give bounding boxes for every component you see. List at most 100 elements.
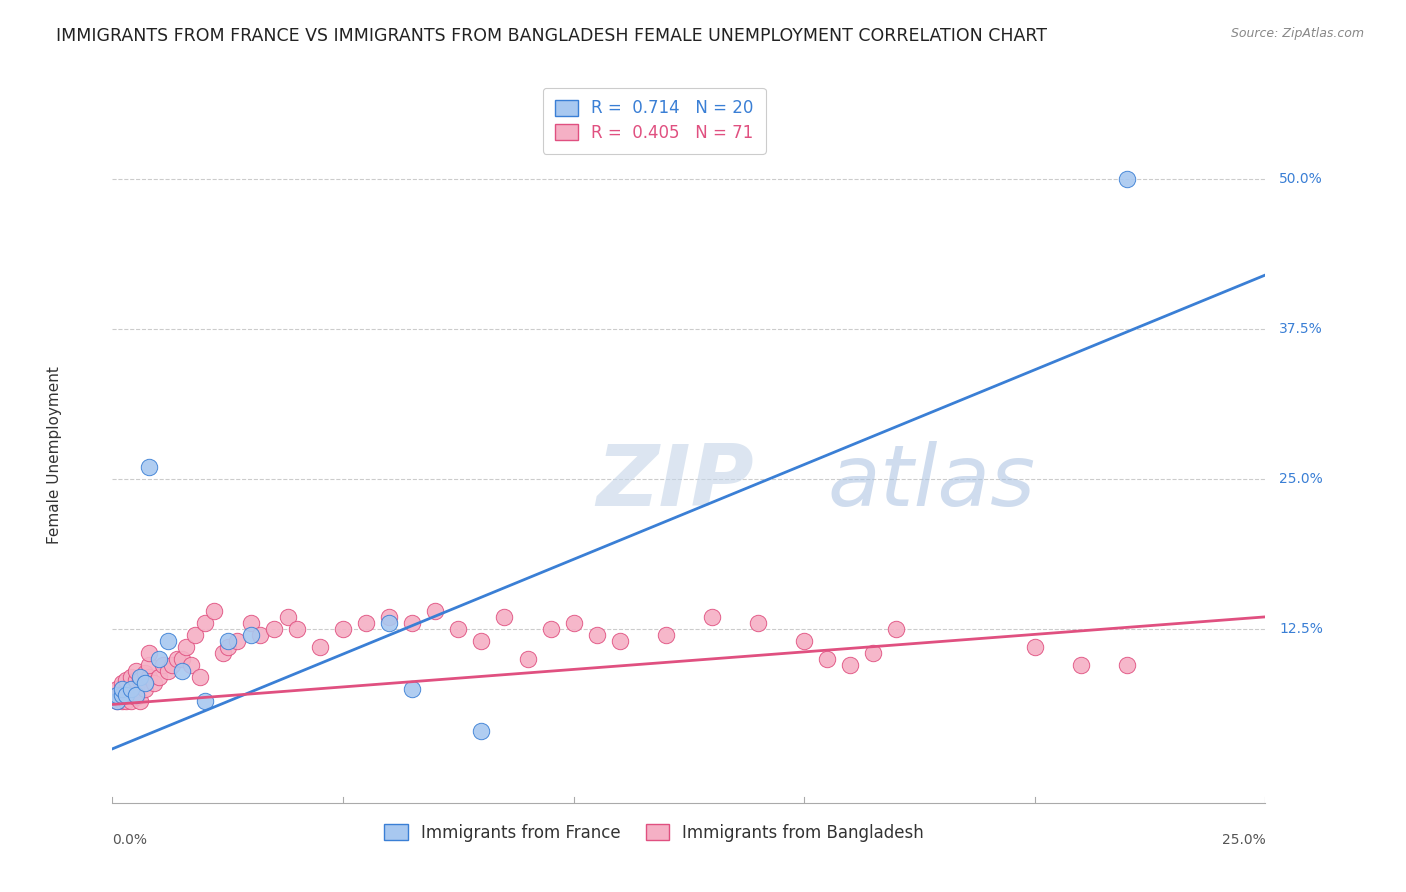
- Point: [585, 628, 607, 642]
- Point: [124, 673, 146, 688]
- Point: [609, 633, 631, 648]
- Point: [105, 690, 128, 705]
- Point: [401, 681, 423, 696]
- Point: [156, 664, 179, 678]
- Point: [1116, 657, 1139, 672]
- Point: [105, 681, 128, 696]
- Point: [180, 657, 202, 672]
- Point: [815, 652, 838, 666]
- Point: [148, 670, 170, 684]
- Point: [378, 615, 401, 630]
- Point: [188, 670, 211, 684]
- Point: [747, 615, 769, 630]
- Point: [115, 688, 138, 702]
- Point: [111, 681, 134, 696]
- Point: [105, 694, 128, 708]
- Point: [120, 688, 142, 702]
- Point: [124, 681, 146, 696]
- Point: [212, 646, 235, 660]
- Text: 0.0%: 0.0%: [112, 833, 148, 847]
- Point: [138, 646, 160, 660]
- Text: Source: ZipAtlas.com: Source: ZipAtlas.com: [1230, 27, 1364, 40]
- Point: [1116, 172, 1139, 186]
- Point: [401, 615, 423, 630]
- Text: Female Unemployment: Female Unemployment: [48, 366, 62, 544]
- Point: [174, 640, 197, 654]
- Point: [134, 666, 156, 681]
- Point: [134, 681, 156, 696]
- Point: [124, 664, 146, 678]
- Point: [239, 628, 262, 642]
- Point: [156, 633, 179, 648]
- Point: [540, 622, 562, 636]
- Point: [1024, 640, 1046, 654]
- Point: [655, 628, 678, 642]
- Point: [862, 646, 884, 660]
- Point: [886, 622, 908, 636]
- Point: [562, 615, 585, 630]
- Point: [115, 673, 138, 688]
- Text: IMMIGRANTS FROM FRANCE VS IMMIGRANTS FROM BANGLADESH FEMALE UNEMPLOYMENT CORRELA: IMMIGRANTS FROM FRANCE VS IMMIGRANTS FRO…: [56, 27, 1047, 45]
- Point: [239, 615, 262, 630]
- Point: [170, 664, 193, 678]
- Point: [134, 676, 156, 690]
- Point: [277, 610, 299, 624]
- Point: [184, 628, 207, 642]
- Point: [105, 688, 128, 702]
- Point: [138, 459, 160, 474]
- Point: [217, 633, 239, 648]
- Point: [425, 604, 447, 618]
- Point: [129, 673, 152, 688]
- Point: [111, 681, 134, 696]
- Point: [129, 694, 152, 708]
- Point: [700, 610, 723, 624]
- Text: 50.0%: 50.0%: [1279, 172, 1323, 186]
- Point: [285, 622, 308, 636]
- Point: [124, 690, 146, 705]
- Legend: Immigrants from France, Immigrants from Bangladesh: Immigrants from France, Immigrants from …: [377, 815, 932, 850]
- Point: [120, 694, 142, 708]
- Point: [194, 694, 217, 708]
- Point: [120, 670, 142, 684]
- Point: [111, 688, 134, 702]
- Point: [115, 681, 138, 696]
- Point: [516, 652, 538, 666]
- Point: [1070, 657, 1092, 672]
- Point: [124, 688, 146, 702]
- Point: [354, 615, 377, 630]
- Point: [470, 633, 492, 648]
- Point: [494, 610, 516, 624]
- Text: 25.0%: 25.0%: [1222, 833, 1265, 847]
- Point: [111, 676, 134, 690]
- Point: [249, 628, 271, 642]
- Point: [263, 622, 285, 636]
- Point: [332, 622, 354, 636]
- Point: [162, 657, 184, 672]
- Point: [111, 688, 134, 702]
- Point: [143, 676, 166, 690]
- Point: [166, 652, 188, 666]
- Point: [148, 652, 170, 666]
- Point: [170, 652, 193, 666]
- Point: [152, 657, 174, 672]
- Text: 12.5%: 12.5%: [1279, 622, 1323, 636]
- Point: [120, 681, 142, 696]
- Point: [111, 694, 134, 708]
- Point: [138, 657, 160, 672]
- Text: atlas: atlas: [827, 442, 1035, 524]
- Point: [309, 640, 332, 654]
- Point: [226, 633, 249, 648]
- Point: [447, 622, 470, 636]
- Point: [105, 694, 128, 708]
- Point: [470, 723, 492, 738]
- Point: [129, 670, 152, 684]
- Point: [793, 633, 815, 648]
- Text: 25.0%: 25.0%: [1279, 472, 1323, 486]
- Point: [839, 657, 862, 672]
- Point: [194, 615, 217, 630]
- Point: [378, 610, 401, 624]
- Point: [217, 640, 239, 654]
- Point: [138, 670, 160, 684]
- Point: [202, 604, 225, 618]
- Text: ZIP: ZIP: [596, 442, 755, 524]
